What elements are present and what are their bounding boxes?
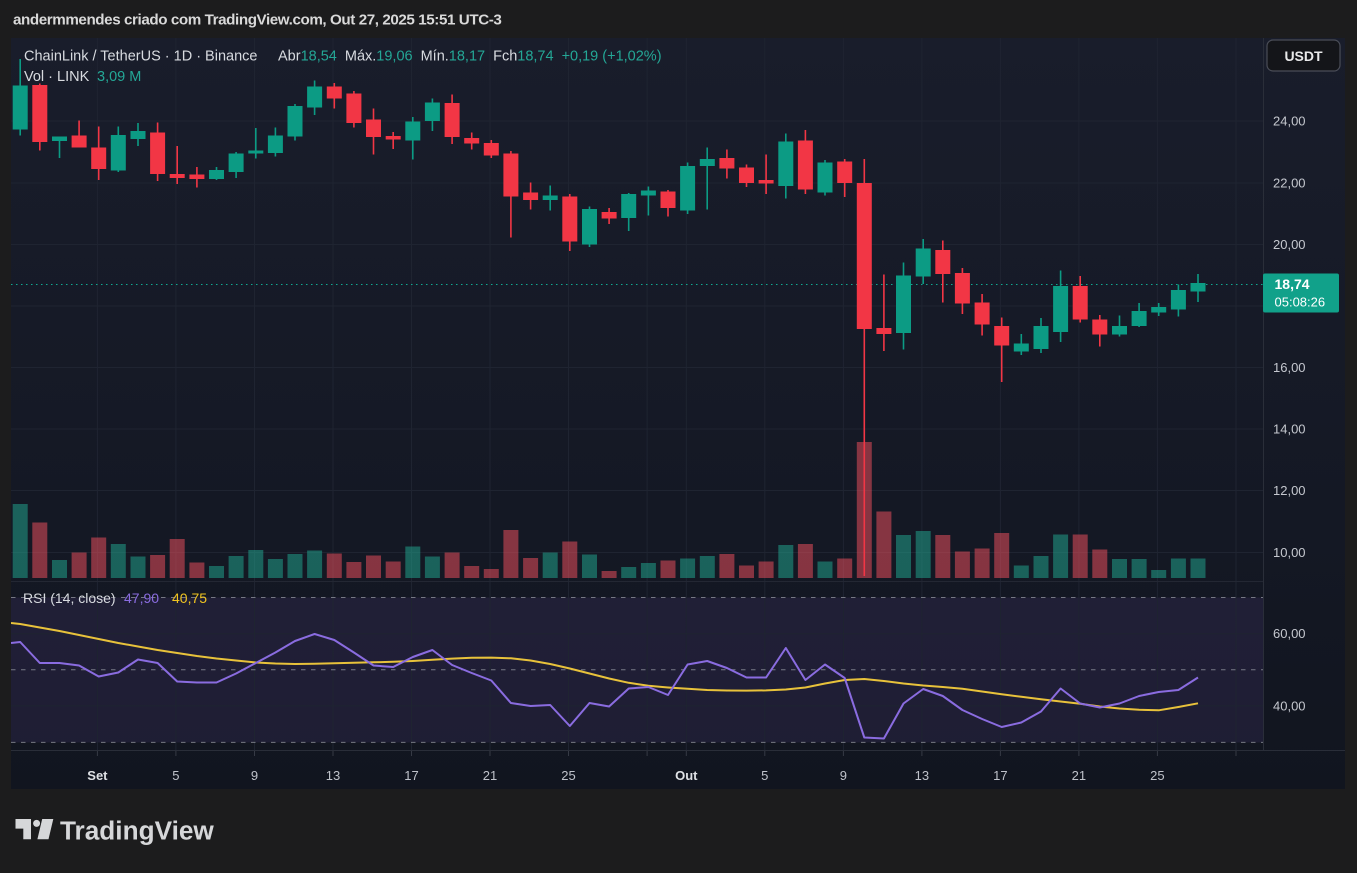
svg-text:13: 13 <box>915 768 929 783</box>
svg-text:17: 17 <box>404 768 418 783</box>
svg-text:47,90: 47,90 <box>124 590 159 606</box>
svg-text:25: 25 <box>561 768 575 783</box>
svg-text:3,09 M: 3,09 M <box>97 69 141 85</box>
svg-text:13: 13 <box>326 768 340 783</box>
svg-text:16,00: 16,00 <box>1273 360 1306 375</box>
svg-text:Set: Set <box>87 768 108 783</box>
svg-text:40,75: 40,75 <box>172 590 207 606</box>
svg-text:Vol · LINK: Vol · LINK <box>24 69 90 85</box>
svg-text:9: 9 <box>251 768 258 783</box>
svg-text:25: 25 <box>1150 768 1164 783</box>
svg-text:21: 21 <box>483 768 497 783</box>
svg-text:USDT: USDT <box>1284 48 1323 64</box>
svg-text:TradingView: TradingView <box>60 816 214 846</box>
svg-text:ChainLink / TetherUS · 1D · Bi: ChainLink / TetherUS · 1D · Binance <box>24 49 257 65</box>
svg-text:22,00: 22,00 <box>1273 176 1306 191</box>
svg-text:17: 17 <box>993 768 1007 783</box>
svg-text:60,00: 60,00 <box>1273 626 1306 641</box>
svg-text:05:08:26: 05:08:26 <box>1275 295 1326 310</box>
svg-text:10,00: 10,00 <box>1273 545 1306 560</box>
svg-text:Out: Out <box>675 768 698 783</box>
svg-text:21: 21 <box>1072 768 1086 783</box>
svg-text:andermmendes criado com Tradin: andermmendes criado com TradingView.com,… <box>13 12 501 29</box>
svg-text:40,00: 40,00 <box>1273 698 1306 713</box>
svg-text:20,00: 20,00 <box>1273 237 1306 252</box>
svg-text:12,00: 12,00 <box>1273 483 1306 498</box>
svg-text:5: 5 <box>172 768 179 783</box>
svg-text:14,00: 14,00 <box>1273 422 1306 437</box>
svg-text:9: 9 <box>840 768 847 783</box>
svg-text:24,00: 24,00 <box>1273 114 1306 129</box>
svg-text:RSI (14, close): RSI (14, close) <box>23 590 116 606</box>
svg-text:18,74: 18,74 <box>1275 276 1310 292</box>
svg-text:5: 5 <box>761 768 768 783</box>
